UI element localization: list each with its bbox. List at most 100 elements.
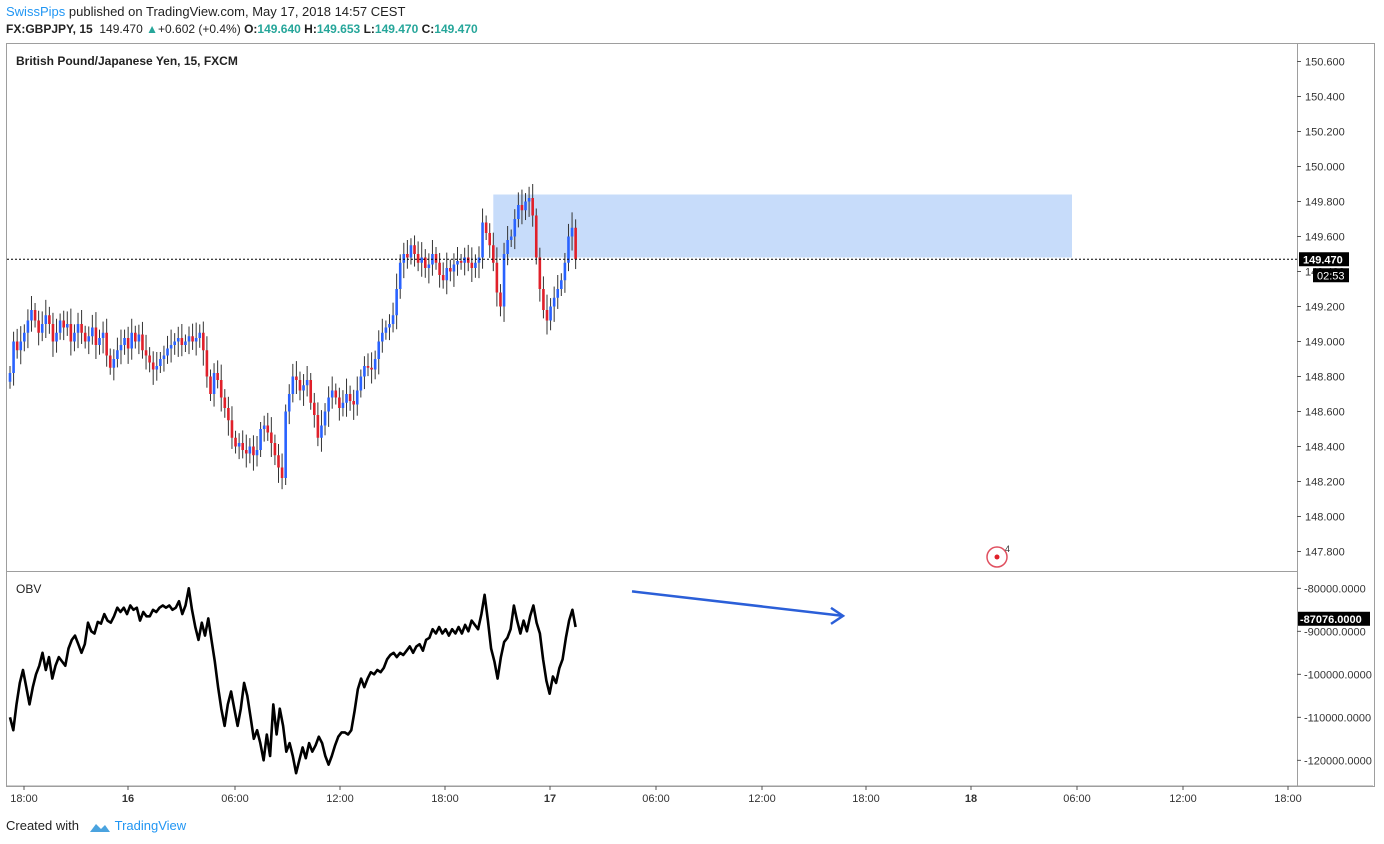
candle-body [549,306,552,321]
candle-body [452,264,456,272]
candle-body [48,315,51,324]
price-tick-label: 149.800 [1305,197,1345,209]
candle-body [570,227,574,237]
time-tick-label: 06:00 [221,793,249,805]
candle-body [159,359,162,366]
candle-body [398,262,402,289]
alert-marker-count: 4 [1005,544,1010,554]
candle-body [477,257,481,263]
created-with-text: Created with [6,818,79,833]
candle-body [506,240,509,254]
obv-last-box [1298,611,1370,626]
candle-body [30,310,33,321]
candle-body [244,450,248,454]
candle-body [51,324,55,342]
candle-body [176,338,180,342]
candle-body [413,245,416,254]
symbol-quote-line: FX:GBPJPY, 15 149.470 ▲+0.602 (+0.4%) O:… [6,22,478,36]
candle-body [205,350,209,377]
candle-body [44,315,48,324]
candle-body [212,373,216,394]
candle-body [87,336,91,342]
price-tick-label: 149.000 [1305,337,1345,349]
candle-body [26,320,30,333]
candle-body [488,233,492,246]
obv-tick-label: -120000.0000 [1304,755,1372,767]
candle-body [98,338,101,345]
candle-body [76,324,80,333]
candle-body [449,268,452,272]
candle-body [270,432,273,443]
price-change: +0.602 (+0.4%) [158,22,241,36]
price-tick-label: 148.600 [1305,407,1345,419]
candle-body [517,205,520,219]
tradingview-link[interactable]: TradingView [114,818,187,833]
candle-body [187,336,191,342]
candle-body [119,345,123,351]
time-tick-label: 12:00 [748,793,776,805]
author-name[interactable]: SwissPips [6,4,66,19]
candle-body [116,350,119,359]
time-tick-label: 18:00 [431,793,459,805]
publish-info: SwissPips published on TradingView.com, … [6,4,405,19]
open-label: O: [244,22,258,36]
tradingview-logo-icon[interactable] [89,821,111,833]
countdown-box [1313,268,1349,283]
obv-tick-label: -90000.0000 [1304,626,1366,638]
candle-body [377,341,381,359]
candle-body [524,201,527,211]
candle-body [191,336,194,342]
candle-body [381,332,384,342]
candle-body [241,443,244,450]
candle-body [273,443,277,456]
candle-body [227,408,230,421]
candle-body [126,338,130,349]
candle-body [427,264,431,268]
last-price: 149.470 [99,22,143,36]
candle-body [434,254,438,263]
candle-body [209,376,212,394]
candle-body [363,366,366,377]
candle-body [101,332,105,338]
candle-body [223,397,227,408]
alert-marker-icon [986,546,1008,568]
candle-body [445,268,449,281]
candle-body [105,332,108,356]
candle-body [474,262,477,268]
resistance-zone [493,194,1072,258]
footer: Created with TradingView [6,818,186,833]
candle-body [173,341,176,345]
candle-body [370,367,373,370]
candle-body [574,227,577,260]
time-tick-label: 18 [965,793,977,805]
candle-body [388,324,391,328]
price-axis-panel[interactable] [1297,43,1375,787]
candle-body [216,373,219,380]
candle-body [313,402,316,415]
candle-body [252,446,255,456]
published-text: published on TradingView.com, May 17, 20… [68,4,406,19]
candle-body [12,341,15,373]
candle-body [316,415,320,438]
candle-body [520,205,524,211]
candle-body [330,390,334,398]
candle-body [373,359,377,370]
candle-body [8,373,12,382]
high-value: 149.653 [316,22,361,36]
candle-body [302,385,305,391]
candle-body [441,275,445,281]
candle-body [338,397,341,408]
price-tick-label: 149.600 [1305,232,1345,244]
candle-body [184,341,187,345]
candle-body [255,450,259,456]
candle-body [94,327,98,345]
candle-body [130,332,134,349]
candle-body [416,254,420,263]
candle-body [552,297,556,307]
candle-body [567,236,570,263]
candle-body [134,332,137,342]
time-tick-label: 18:00 [1274,793,1302,805]
candle-body [55,332,58,342]
candle-body [262,425,266,429]
high-label: H: [304,22,317,36]
